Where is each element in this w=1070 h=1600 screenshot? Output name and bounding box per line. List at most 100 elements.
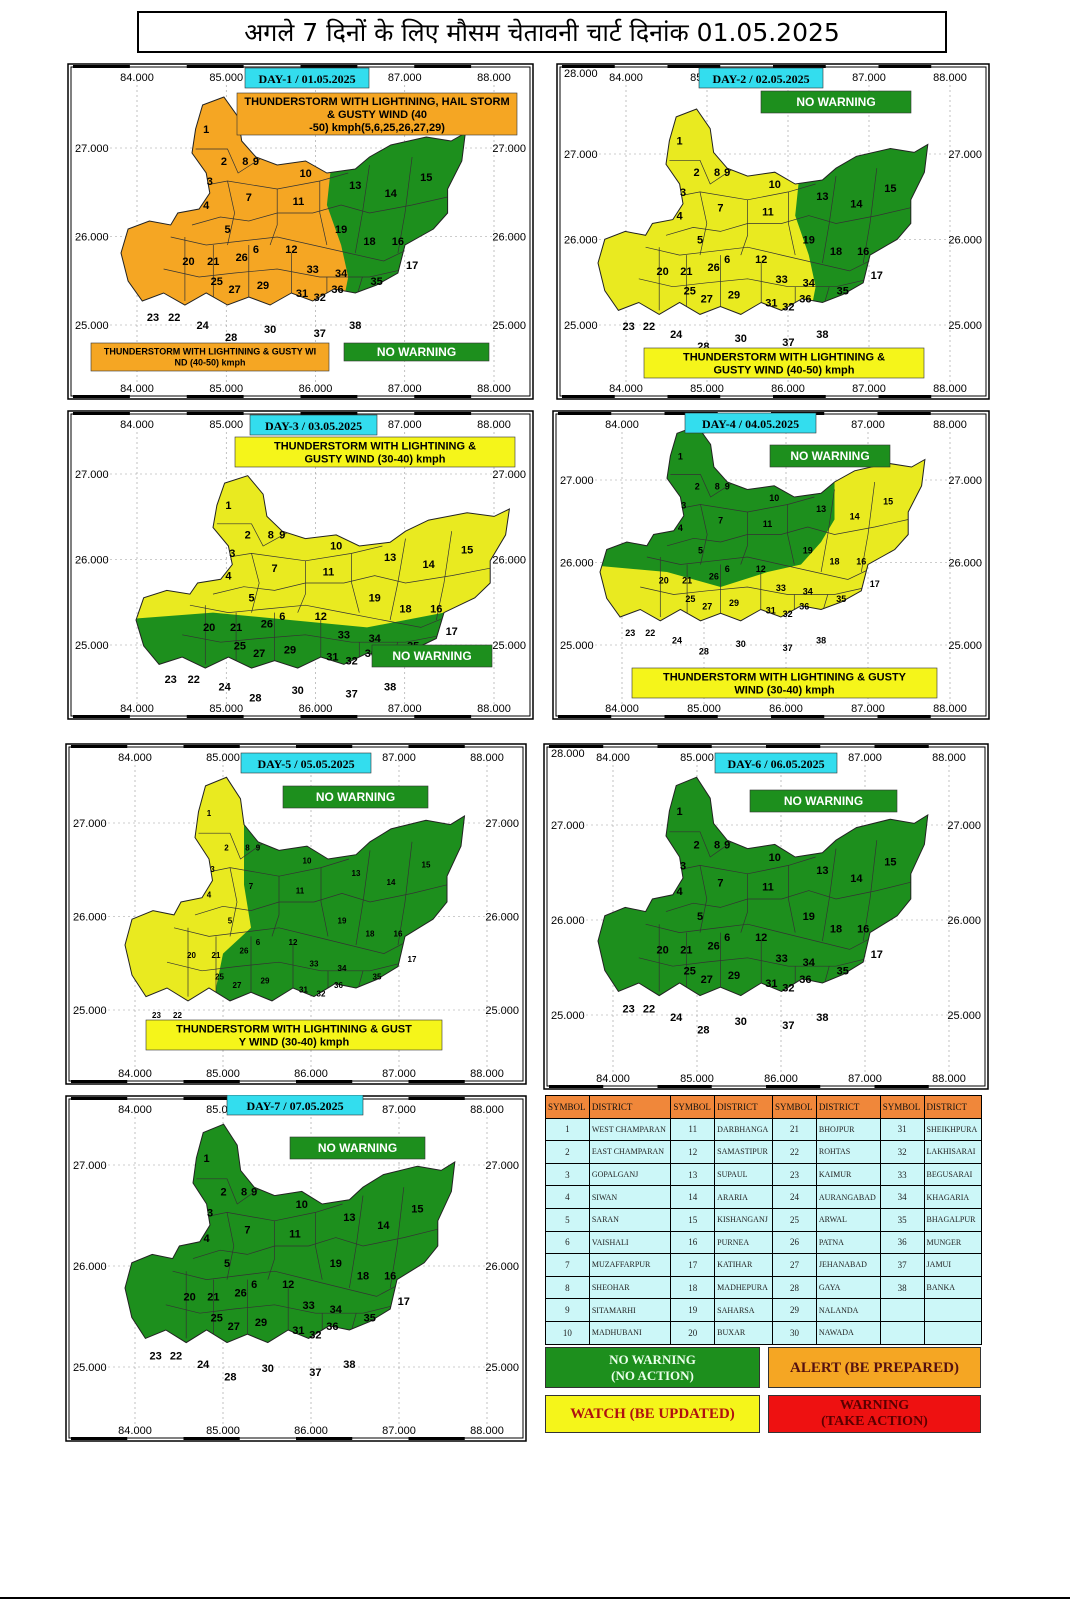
district-number: 10 — [769, 852, 781, 864]
district-number: 21 — [680, 945, 692, 957]
warning-text: NO WARNING — [377, 345, 456, 359]
district-number: 6 — [725, 564, 730, 574]
day-label: DAY-7 / 07.05.2025 — [246, 1099, 343, 1113]
district-name-cell — [923, 1298, 983, 1322]
district-number: 22 — [173, 1011, 182, 1020]
warning-text: NO WARNING — [784, 794, 863, 808]
district-number: 36 — [326, 1321, 338, 1333]
lon-tick-label-top: 85.000 — [209, 419, 243, 431]
state-outline — [597, 108, 929, 315]
lon-tick-label-top: 88.000 — [933, 419, 967, 431]
district-boundary — [435, 531, 453, 621]
district-symbol-cell: 36 — [879, 1230, 925, 1255]
district-number: 37 — [309, 1367, 321, 1379]
table-row: 3 GOPALGANJ 13 SUPAUL 23 KAIMUR 33 BEGUSARAI — [545, 1162, 983, 1187]
district-number: 2 — [694, 167, 700, 179]
district-name-cell: MADHUBANI — [588, 1320, 672, 1345]
lon-tick-label-bottom: 86.000 — [299, 383, 333, 395]
district-name-cell: MUNGER — [923, 1230, 983, 1255]
district-number: 17 — [446, 626, 458, 638]
district-number: 27 — [701, 294, 713, 306]
lon-tick-label-bottom: 86.000 — [769, 703, 803, 715]
border-tick — [878, 65, 932, 68]
border-tick — [414, 412, 472, 415]
district-number: 3 — [207, 176, 213, 188]
lat-tick-label-right: 26.000 — [492, 232, 526, 244]
district-number: 37 — [345, 689, 357, 701]
district-number: 10 — [296, 1199, 308, 1211]
lon-tick-label-top: 88.000 — [470, 752, 504, 764]
district-number: 37 — [782, 337, 794, 349]
district-boundary — [216, 523, 291, 547]
district-number: 12 — [285, 244, 297, 256]
warning-text: THUNDERSTORM WITH LIGHTINING & GUSTY WIND… — [274, 440, 476, 465]
lat-tick-label-right: 25.000 — [948, 320, 982, 332]
lat-tick-label-left: 26.000 — [73, 1261, 107, 1273]
lat-tick-label-left: 26.000 — [560, 558, 594, 570]
bottom-rule — [0, 1597, 1070, 1599]
district-number: 25 — [215, 972, 224, 981]
border-tick — [414, 65, 472, 68]
district-number: 8 — [241, 1187, 247, 1199]
lon-tick-label-top: 87.000 — [382, 752, 416, 764]
lon-tick-label-top: 84.000 — [596, 752, 630, 764]
district-number: 10 — [769, 179, 781, 191]
lon-tick-label-bottom: 88.000 — [470, 1068, 504, 1080]
district-table-header: SYMBOL DISTRICT SYMBOL DISTRICT SYMBOL D… — [545, 1095, 983, 1119]
district-number: 26 — [236, 252, 248, 264]
lat-tick-label-left: 25.000 — [75, 320, 109, 332]
district-number: 1 — [678, 452, 683, 462]
district-name-cell: GAYA — [815, 1275, 881, 1300]
district-number: 26 — [261, 618, 273, 630]
district-number: 25 — [685, 594, 695, 604]
border-tick — [766, 1085, 821, 1088]
district-name-cell: NAWADA — [815, 1320, 881, 1345]
district-symbol-cell: 18 — [670, 1275, 716, 1300]
lon-tick-label-bottom: 85.000 — [690, 383, 724, 395]
key-watch: WATCH (BE UPDATED) — [545, 1395, 760, 1433]
district-number: 12 — [756, 564, 766, 574]
district-symbol-cell — [879, 1298, 925, 1322]
district-number: 30 — [735, 1016, 747, 1028]
district-number: 11 — [296, 886, 305, 895]
district-number: 23 — [625, 628, 635, 638]
district-number: 33 — [775, 953, 787, 965]
district-number: 38 — [343, 1359, 355, 1371]
district-number: 18 — [357, 1271, 369, 1283]
lon-tick-label-top: 85.000 — [206, 752, 240, 764]
state-outline — [124, 1123, 456, 1344]
district-number: 13 — [816, 504, 826, 514]
header-symbol: SYMBOL — [670, 1095, 716, 1119]
district-number: 21 — [207, 256, 219, 268]
lon-tick-label-top: 85.000 — [680, 752, 714, 764]
lon-tick-label-top: 88.000 — [932, 752, 966, 764]
lat-tick-label-left: 25.000 — [551, 1010, 585, 1022]
lat-tick-label-right: 26.000 — [948, 558, 982, 570]
district-boundary — [351, 553, 360, 613]
district-number: 15 — [411, 1203, 423, 1215]
lon-tick-label-bottom: 87.000 — [388, 383, 422, 395]
district-number: 33 — [310, 960, 319, 969]
district-number: 15 — [422, 861, 431, 870]
district-number: 10 — [303, 856, 312, 865]
district-number: 17 — [408, 955, 417, 964]
lat-tick-label-right: 26.000 — [948, 235, 982, 247]
lon-tick-label-bottom: 84.000 — [120, 703, 154, 715]
border-tick — [773, 395, 826, 398]
district-symbol-cell: 22 — [772, 1140, 817, 1164]
district-number: 26 — [234, 1287, 246, 1299]
district-number: 10 — [769, 493, 779, 503]
district-number: 32 — [317, 990, 326, 999]
border-tick — [183, 1437, 240, 1440]
district-number: 19 — [369, 593, 381, 605]
lat-tick-label-left: 27.000 — [73, 818, 107, 830]
day-3-map-panel: 84.00084.00085.00085.00086.00086.00087.0… — [67, 410, 534, 720]
lon-tick-label-top: 88.000 — [477, 419, 511, 431]
map-svg: 84.00084.00085.00085.00086.00086.00087.0… — [65, 1095, 527, 1442]
district-name-cell: ARWAL — [815, 1207, 881, 1232]
warning-box — [760, 90, 912, 114]
lat-tick-label-28: 28.000 — [551, 748, 585, 760]
header-district: DISTRICT — [588, 1095, 672, 1119]
district-number: 18 — [363, 236, 375, 248]
district-symbol-cell: 37 — [879, 1253, 925, 1277]
